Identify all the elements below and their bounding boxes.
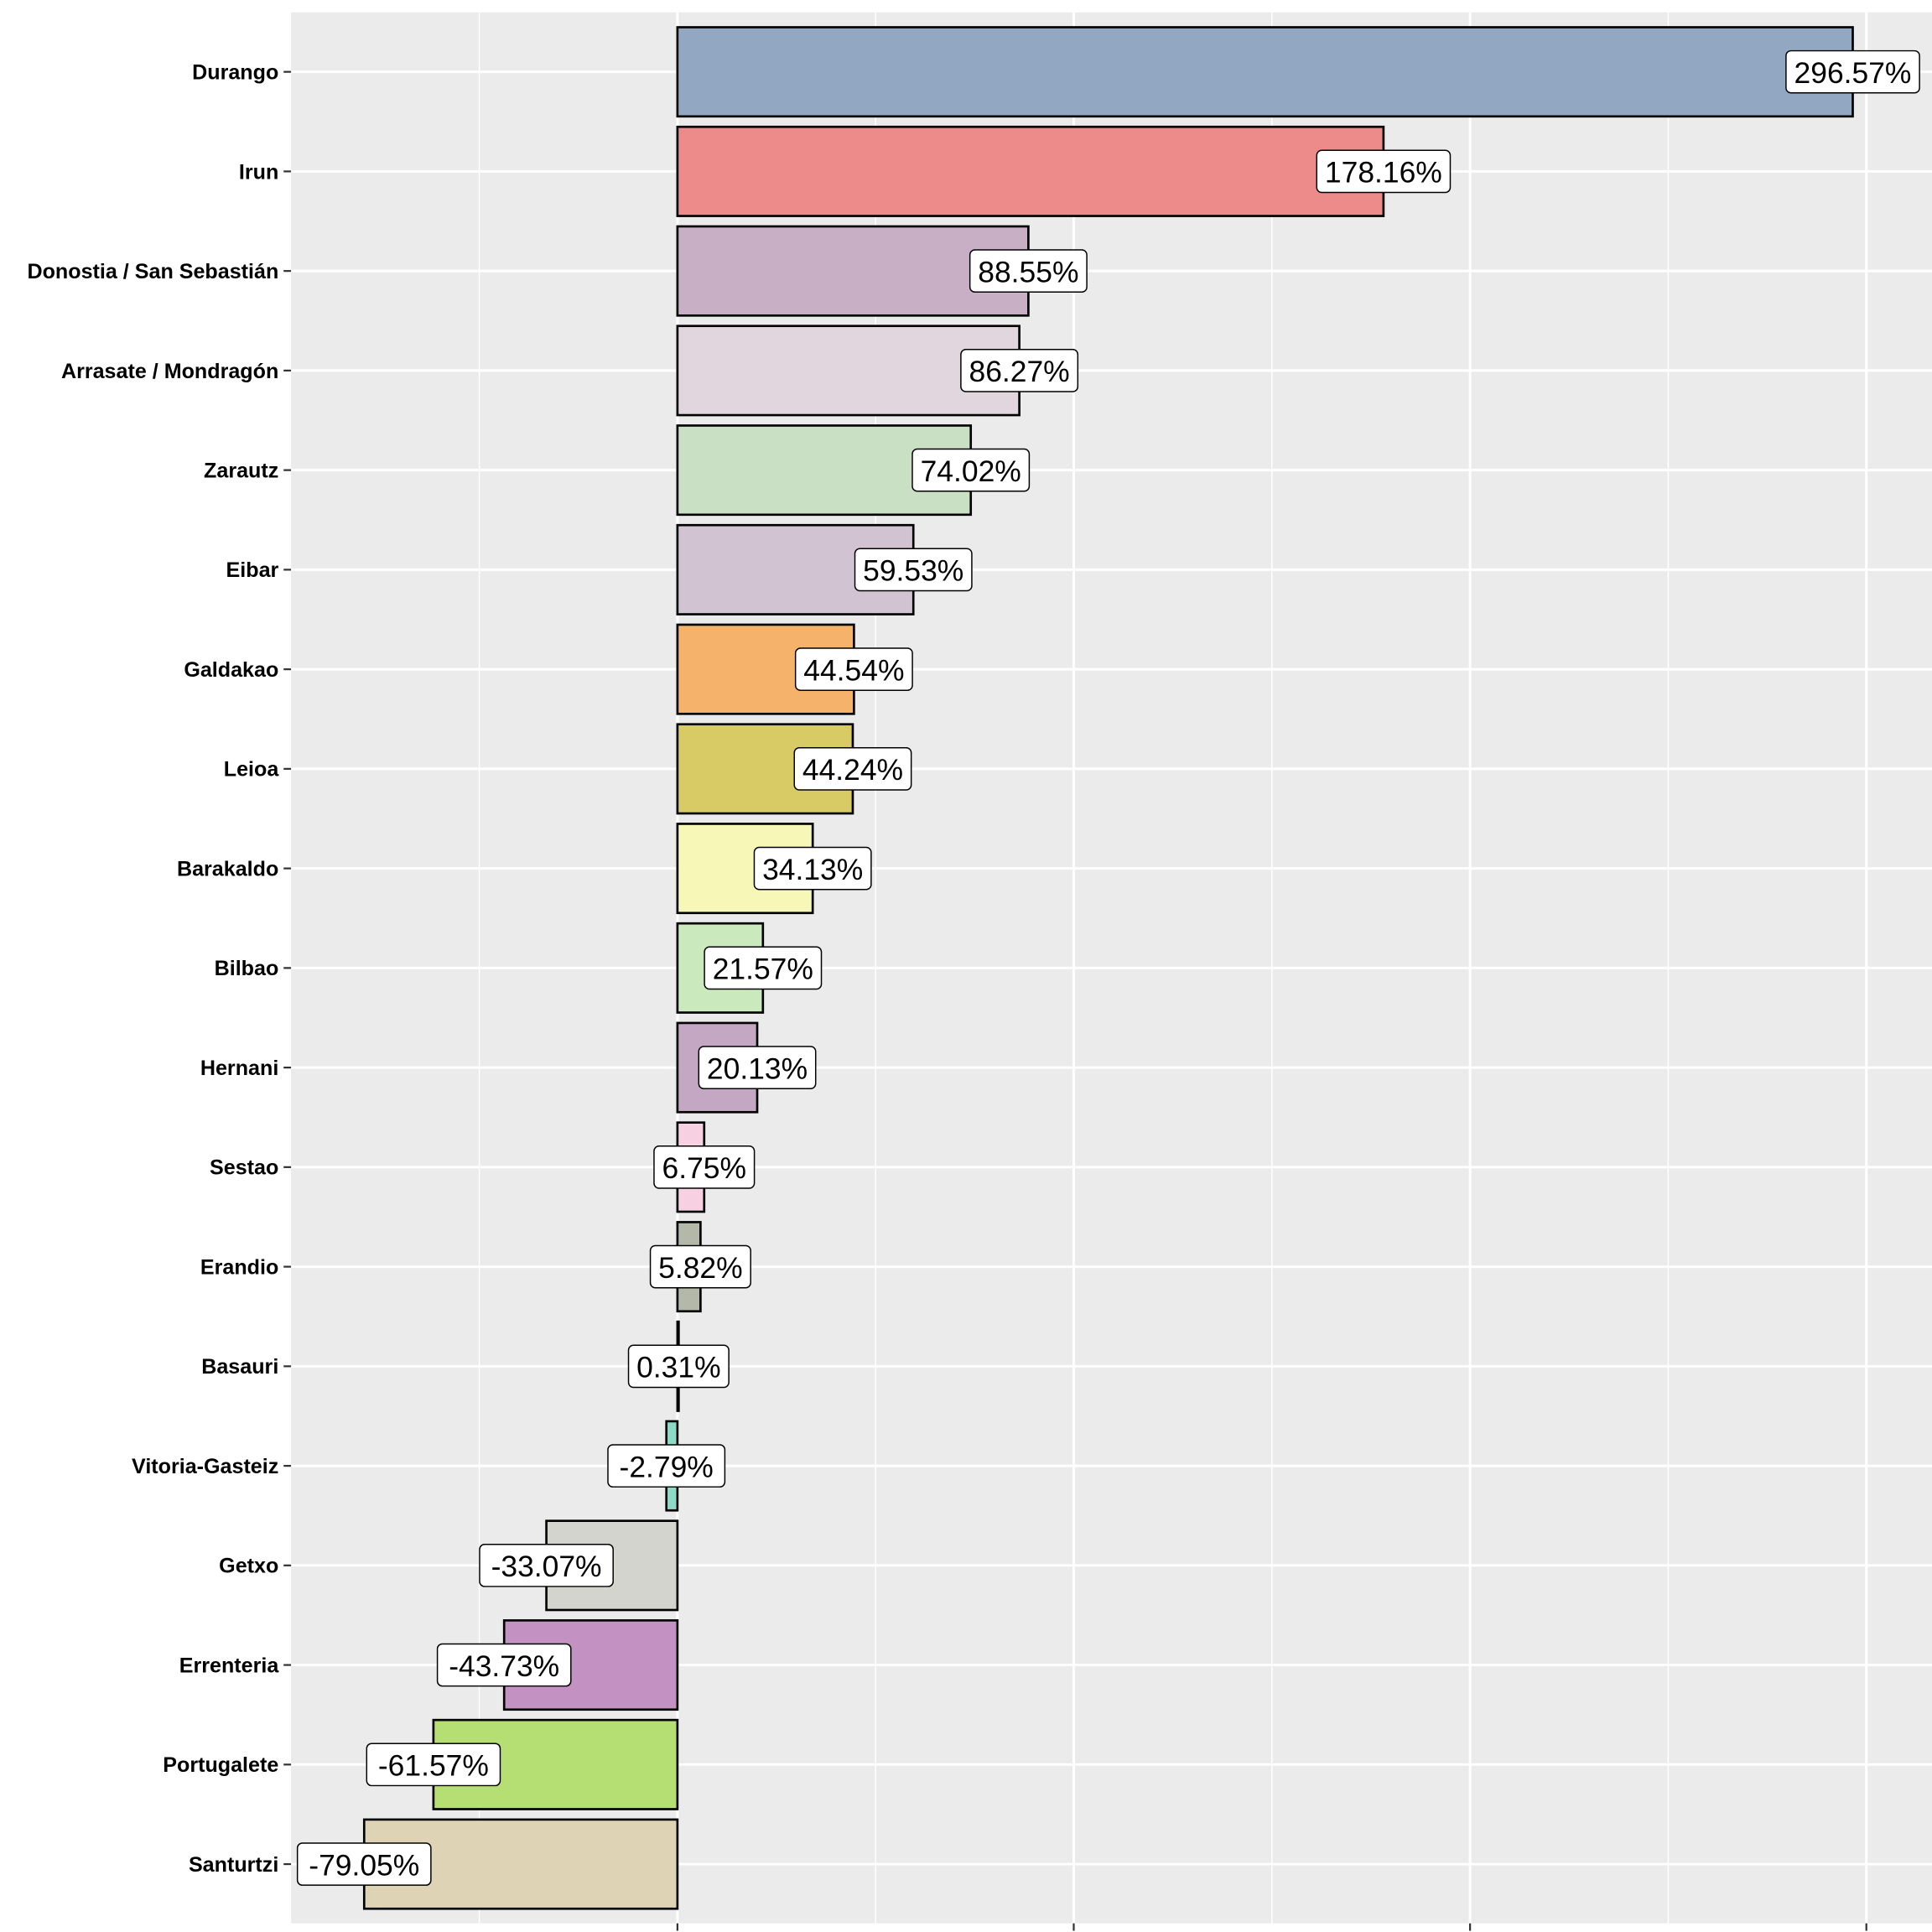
data-label-box (753, 846, 872, 891)
y-tick-label: Donostia / San Sebastián (27, 260, 278, 283)
bar (676, 125, 1385, 217)
y-tick-label: Arrasate / Mondragón (61, 360, 278, 383)
y-tick-label: Basauri (201, 1355, 278, 1379)
data-label-box (479, 1543, 614, 1587)
data-label: 6.75% (662, 1151, 746, 1185)
y-tick-label: Galdakao (184, 658, 278, 682)
data-label-box (436, 1643, 572, 1687)
data-label: 88.55% (978, 255, 1078, 288)
data-label: -33.07% (491, 1550, 602, 1583)
data-label: 296.57% (1794, 56, 1912, 90)
data-label-box (1316, 149, 1452, 194)
data-label-box (960, 349, 1079, 392)
y-tick-label: Eibar (226, 558, 279, 582)
data-label-box (794, 647, 913, 691)
data-label-box (911, 448, 1031, 492)
y-tick-label: Bilbao (215, 957, 279, 980)
y-tick-label: Irun (239, 160, 278, 184)
data-label-box (607, 1444, 726, 1488)
data-label: 178.16% (1325, 156, 1442, 190)
data-label: -79.05% (309, 1848, 419, 1882)
data-label-box (969, 249, 1088, 293)
data-label-box (366, 1742, 501, 1787)
data-label-box (1785, 49, 1920, 94)
y-tick-label: Portugalete (163, 1753, 278, 1777)
y-tick-label: Hernani (200, 1057, 278, 1080)
y-tick-label: Zarautz (204, 460, 278, 483)
data-label-box (793, 747, 912, 791)
data-label-box (627, 1344, 730, 1389)
y-tick-label: Erandio (200, 1255, 278, 1279)
y-tick-label: Errenteria (179, 1654, 280, 1677)
data-label: -43.73% (449, 1649, 559, 1683)
y-tick-label: Barakaldo (177, 857, 278, 880)
data-label-box (649, 1244, 751, 1289)
data-label-box (704, 946, 823, 990)
data-label: 0.31% (636, 1351, 720, 1384)
data-label-box (854, 548, 973, 592)
data-label: -61.57% (378, 1749, 489, 1783)
y-tick-label: Santurtzi (189, 1853, 278, 1877)
data-label-box (698, 1046, 817, 1089)
bar (676, 26, 1854, 118)
data-label: 5.82% (658, 1251, 742, 1285)
y-tick-label: Leioa (224, 758, 280, 782)
y-tick-label: Vitoria-Gasteiz (132, 1455, 278, 1478)
data-label-box (296, 1842, 432, 1886)
data-label: -2.79% (620, 1450, 714, 1483)
data-label: 20.13% (707, 1052, 808, 1085)
data-label: 86.27% (969, 355, 1070, 388)
data-label-box (653, 1145, 756, 1189)
data-label: 44.24% (802, 753, 903, 787)
y-tick-label: Durango (192, 61, 278, 85)
y-tick-label: Getxo (219, 1555, 278, 1578)
data-label: 34.13% (762, 853, 863, 886)
y-tick-label: Sestao (210, 1156, 278, 1180)
data-label: 21.57% (713, 953, 813, 986)
data-label: 74.02% (921, 454, 1021, 488)
data-label: 59.53% (863, 554, 963, 588)
data-label: 44.54% (803, 653, 904, 687)
